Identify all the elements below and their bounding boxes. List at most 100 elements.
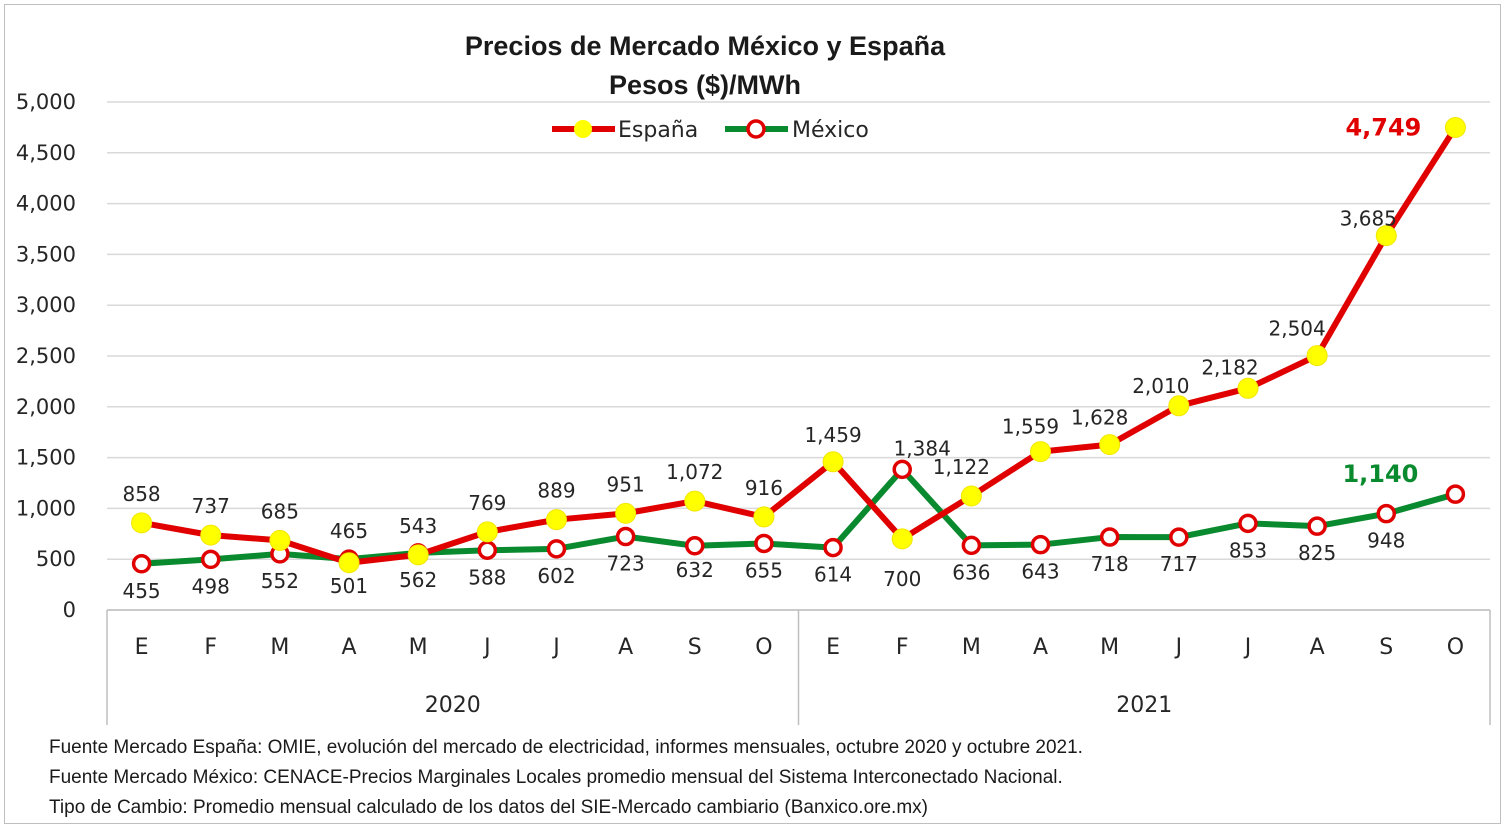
data-label-espana: 2,504 [1268, 317, 1325, 341]
data-label-mexico: 636 [952, 560, 990, 584]
y-tick-label: 1,500 [16, 446, 76, 470]
data-label-espana: 1,628 [1071, 406, 1128, 430]
data-point-espana [131, 512, 153, 534]
data-point-espana [1168, 395, 1190, 417]
data-point-mexico [961, 535, 982, 556]
x-group-label: 2021 [1116, 693, 1172, 718]
data-label-mexico: 602 [537, 564, 575, 588]
data-label-mexico: 853 [1229, 538, 1267, 562]
data-point-espana [1030, 441, 1052, 463]
data-point-mexico [754, 533, 774, 554]
y-tick-label: 0 [63, 598, 76, 622]
x-tick-label: F [204, 635, 217, 660]
data-point-mexico [477, 540, 498, 561]
data-point-espana [960, 485, 982, 507]
data-label-mexico: 632 [676, 558, 714, 582]
x-tick-label: J [482, 635, 491, 660]
data-label-mexico: 655 [745, 558, 783, 582]
y-tick-label: 2,500 [16, 344, 76, 368]
data-point-espana [407, 544, 429, 566]
x-tick-label: S [688, 635, 702, 660]
data-point-mexico [200, 549, 221, 570]
data-label-mexico: 614 [814, 563, 852, 587]
data-label-espana: 1,072 [666, 460, 723, 484]
data-point-mexico [1238, 513, 1258, 534]
data-point-mexico [1376, 503, 1397, 524]
x-tick-label: E [135, 635, 149, 660]
data-label-mexico: 498 [192, 574, 230, 598]
data-point-mexico [1445, 484, 1466, 504]
data-point-espana [269, 529, 291, 551]
legend: España México [552, 118, 869, 143]
legend-marker-espana [574, 120, 592, 138]
data-point-espana [753, 506, 775, 528]
source-note: Fuente Mercado México: CENACE-Precios Ma… [49, 767, 1063, 788]
y-tick-label: 1,000 [16, 496, 76, 520]
gridlines [107, 101, 1490, 611]
x-tick-label: A [341, 635, 356, 660]
x-tick-label: M [1100, 635, 1119, 660]
data-point-mexico [1169, 527, 1189, 547]
data-label-espana: 1,122 [933, 455, 990, 479]
chart: Precios de Mercado México y España Pesos… [16, 31, 1491, 818]
data-label-espana: 543 [399, 514, 437, 538]
x-tick-label: O [1447, 635, 1464, 660]
data-point-mexico [1307, 516, 1327, 536]
chart-title: Precios de Mercado México y España [465, 31, 946, 61]
data-label-espana: 465 [330, 519, 368, 543]
sources: Fuente Mercado España: OMIE, evolución d… [49, 737, 1083, 818]
data-label-mexico: 948 [1367, 529, 1405, 553]
data-point-mexico [892, 459, 912, 480]
y-tick-label: 2,000 [16, 395, 76, 419]
data-label-mexico: 1,384 [894, 436, 951, 460]
series-line-espana [141, 125, 1458, 566]
data-label-espana: 3,685 [1340, 207, 1397, 231]
x-tick-label: J [1174, 635, 1183, 660]
x-tick-label: A [1310, 635, 1325, 660]
data-point-espana [891, 528, 913, 550]
x-tick-label: M [409, 635, 428, 660]
x-tick-label: J [1243, 635, 1252, 660]
y-tick-label: 4,000 [16, 192, 76, 216]
data-label-espana: 2,182 [1201, 355, 1258, 379]
data-label-mexico: 562 [399, 568, 437, 592]
y-tick-label: 4,500 [16, 141, 76, 165]
data-label-mexico: 723 [607, 552, 645, 576]
chart-frame: Precios de Mercado México y España Pesos… [4, 4, 1501, 824]
legend-label-mexico: México [792, 118, 869, 143]
data-label-mexico: 717 [1160, 552, 1198, 576]
source-note: Fuente Mercado España: OMIE, evolución d… [49, 737, 1083, 758]
data-label-mexico: 643 [1021, 560, 1059, 584]
data-point-espana [545, 509, 567, 531]
data-label-espana: 1,559 [1002, 415, 1059, 439]
data-label-espana: 4,749 [1345, 114, 1421, 142]
data-label-espana: 769 [468, 491, 506, 515]
data-point-mexico [131, 554, 152, 574]
data-point-mexico [685, 536, 705, 556]
source-note: Tipo de Cambio: Promedio mensual calcula… [49, 797, 928, 818]
data-label-mexico: 588 [468, 565, 506, 589]
y-tick-label: 500 [36, 547, 76, 571]
x-tick-label: M [270, 635, 289, 660]
data-point-espana [1444, 117, 1466, 139]
data-label-espana: 916 [745, 476, 783, 500]
data-point-mexico [1099, 527, 1120, 547]
x-tick-label: A [1033, 635, 1048, 660]
data-point-espana [822, 451, 844, 473]
data-point-mexico [615, 526, 636, 547]
series-line-mexico [141, 466, 1457, 567]
data-label-mexico: 552 [261, 569, 299, 593]
data-point-espana [1099, 434, 1121, 456]
data-label-espana: 889 [537, 479, 575, 503]
legend-label-espana: España [618, 118, 698, 143]
data-label-mexico: 455 [122, 579, 160, 603]
data-label-espana: 858 [122, 482, 160, 506]
series [131, 117, 1466, 574]
y-tick-label: 3,000 [16, 293, 76, 317]
data-point-espana [1375, 225, 1397, 247]
data-point-espana [1237, 377, 1259, 399]
data-point-espana [684, 490, 706, 512]
data-label-mexico: 501 [330, 574, 368, 598]
data-point-espana [200, 524, 222, 546]
data-label-espana: 700 [883, 567, 921, 591]
